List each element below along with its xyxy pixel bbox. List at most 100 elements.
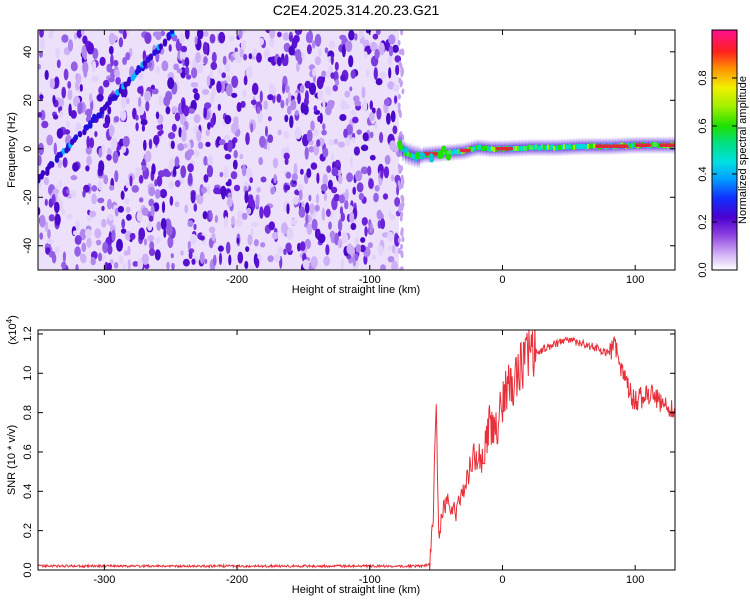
noise-speckle-blob [239,153,244,160]
noise-speckle-blob [72,230,78,236]
noise-speckle-blob [272,157,279,169]
noise-speckle-blob [155,66,161,74]
noise-speckle-blob [267,255,274,263]
noise-speckle-blob [125,206,131,213]
noise-speckle-blob [117,205,124,213]
noise-speckle-blob [338,194,345,204]
noise-speckle-blob [52,188,59,195]
noise-speckle-blob [359,244,366,253]
noise-speckle-blob [194,36,198,45]
noise-speckle-blob [103,174,109,185]
noise-speckle-blob [49,78,55,89]
snr-xtick-label: -100 [359,574,381,586]
noise-speckle-blob [221,72,226,79]
noise-speckle-blob [346,243,353,255]
noise-speckle-blob [122,30,127,40]
noise-speckle-blob [216,80,222,93]
noise-speckle-blob [288,35,293,41]
noise-speckle-blob [312,68,317,77]
colorbar-ticks: 0.0 0.2 0.4 0.6 0.8 [697,70,737,278]
noise-speckle-blob [354,236,359,246]
noise-speckle-blob [302,259,310,270]
noise-speckle-blob [230,171,238,180]
doppler-trace-blob [169,30,175,35]
noise-speckle-blob [137,72,144,80]
ridge-core-segment [573,144,576,150]
noise-speckle-blob [227,192,233,199]
noise-speckle-blob [238,30,243,39]
noise-speckle-blob [183,105,190,117]
noise-speckle-blob [174,156,180,167]
noise-speckle-blob [321,207,326,221]
doppler-trace-blob [142,60,147,67]
noise-speckle-blob [38,154,42,166]
noise-speckle-blob [297,183,304,192]
ridge-core-segment [535,144,538,150]
noise-speckle-blob [138,106,145,116]
noise-speckle-blob [226,197,233,208]
ridge-core-segment [405,151,408,157]
noise-speckle-blob [59,110,64,118]
noise-speckle-blob [223,134,231,141]
noise-speckle-blob [101,143,106,156]
doppler-trace-blob [84,124,90,131]
noise-speckle-blob [340,258,345,270]
noise-speckle-blob [240,39,247,50]
noise-speckle-blob [289,115,294,129]
noise-edge-blob [399,167,403,174]
noise-speckle-blob [148,248,156,257]
noise-speckle-blob [300,168,304,175]
noise-speckle-blob [89,210,97,218]
noise-speckle-blob [340,74,346,82]
doppler-trace [38,30,175,184]
noise-speckle-blob [155,111,160,120]
noise-speckle-blob [316,76,324,90]
noise-speckle-blob [250,122,254,133]
noise-speckle-blob [135,167,140,178]
spectrogram-ytick-label: 40 [22,46,34,58]
noise-speckle-blob [190,82,198,88]
ridge-core-segment [537,145,540,151]
ridge-onset-blob [428,153,434,161]
ridge-core-segment [657,143,660,149]
noise-speckle-blob [224,62,231,73]
noise-speckle-blob [259,135,266,148]
noise-speckle-blob [379,71,387,80]
noise-speckle-blob [98,147,103,158]
colorbar-tick-label: 0.2 [697,214,709,229]
noise-speckle-blob [354,253,359,261]
ridge-core-segment [479,144,482,150]
noise-speckle-blob [246,66,253,79]
noise-speckle-blob [81,45,87,58]
noise-speckle-blob [328,40,336,49]
noise-speckle-blob [193,223,197,231]
noise-speckle-blob [75,264,79,270]
noise-speckle-blob [373,192,379,203]
noise-speckle-blob [174,180,181,188]
noise-speckle-blob [192,88,198,94]
ridge-core-segment [449,149,452,155]
noise-speckle-blob [352,116,359,124]
noise-speckle-blob [41,120,49,129]
noise-speckle-blob [177,143,185,151]
noise-speckle-blob [102,241,109,254]
noise-speckle-blob [344,90,351,98]
noise-speckle-blob [174,201,180,208]
noise-speckle-blob [389,214,396,220]
noise-speckle-blob [396,184,400,196]
ridge-core-segment [655,142,658,148]
noise-speckle-blob [209,70,213,79]
noise-edge-blob [398,248,401,254]
ridge-core-segment [489,146,492,152]
noise-speckle-blob [211,51,217,63]
noise-speckle-blob [156,124,163,131]
noise-speckle-blob [65,120,70,129]
snr-ytick-label: 1.2 [22,326,34,341]
noise-speckle-blob [144,150,152,163]
noise-speckle-blob [256,187,261,193]
noise-speckle-blob [67,81,72,89]
noise-speckle-blob [270,187,276,195]
noise-edge-blob [398,48,402,55]
noise-speckle-blob [349,86,353,92]
ridge-onset-blob [437,150,443,158]
